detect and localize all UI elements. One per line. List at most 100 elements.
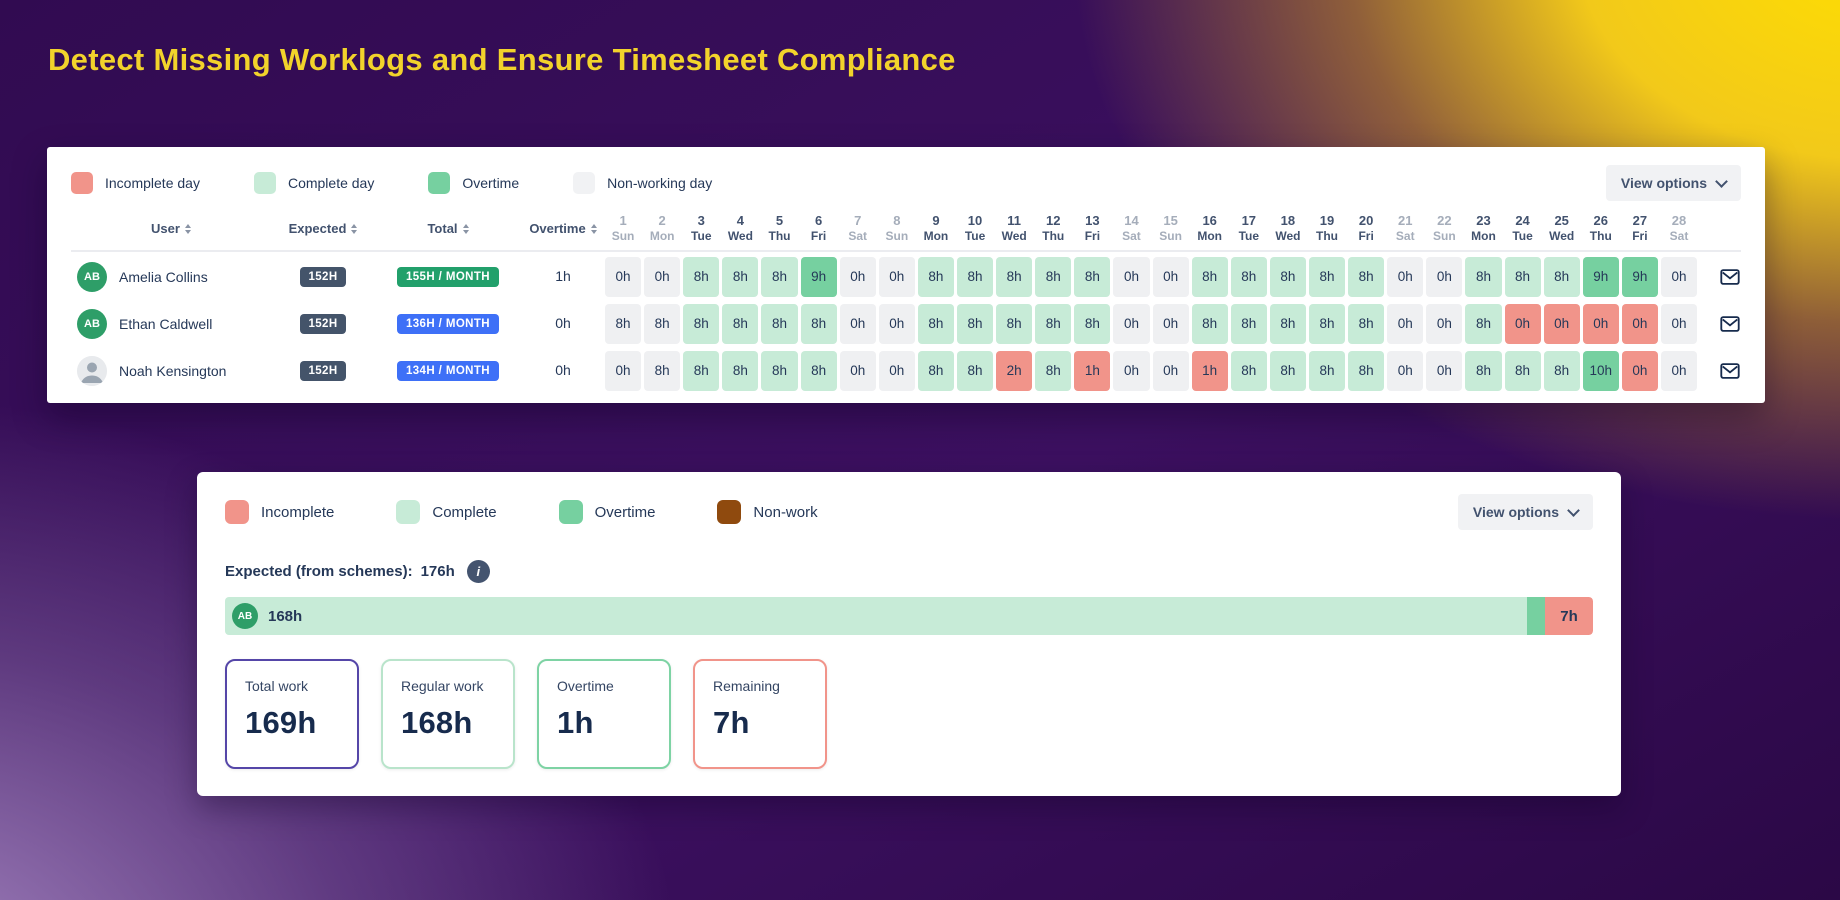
- day-cell[interactable]: 8h: [722, 303, 759, 344]
- stat-card[interactable]: Total work 169h: [225, 659, 359, 769]
- day-cell[interactable]: 8h: [1308, 256, 1346, 297]
- column-header-expected[interactable]: Expected: [271, 221, 375, 236]
- day-cell[interactable]: 8h: [761, 256, 798, 297]
- day-cell[interactable]: 8h: [956, 256, 994, 297]
- day-cell[interactable]: 0h: [1543, 303, 1580, 344]
- info-icon[interactable]: i: [466, 560, 490, 583]
- day-cell[interactable]: 8h: [1348, 303, 1385, 344]
- day-cell[interactable]: 8h: [956, 350, 994, 391]
- day-cell[interactable]: 9h: [1621, 256, 1658, 297]
- day-cell[interactable]: 8h: [722, 256, 759, 297]
- day-cell[interactable]: 8h: [800, 303, 837, 344]
- day-cell[interactable]: 0h: [1387, 350, 1424, 391]
- day-cell[interactable]: 8h: [996, 303, 1033, 344]
- day-cell[interactable]: 8h: [1504, 256, 1541, 297]
- column-header-overtime[interactable]: Overtime: [521, 221, 605, 236]
- day-cell[interactable]: 8h: [1543, 256, 1580, 297]
- day-cell[interactable]: 0h: [839, 303, 876, 344]
- day-cell[interactable]: 8h: [1230, 350, 1267, 391]
- day-cell[interactable]: 10h: [1582, 350, 1619, 391]
- day-cell[interactable]: 8h: [1191, 303, 1228, 344]
- day-cell[interactable]: 0h: [1113, 256, 1150, 297]
- day-cell[interactable]: 0h: [878, 256, 915, 297]
- day-cell[interactable]: 8h: [1035, 350, 1072, 391]
- day-cell[interactable]: 0h: [605, 256, 642, 297]
- day-cell[interactable]: 8h: [1230, 256, 1267, 297]
- day-cell[interactable]: 8h: [1504, 350, 1541, 391]
- progress-regular-segment[interactable]: AB 168h: [225, 597, 1528, 635]
- day-cell[interactable]: 8h: [800, 350, 837, 391]
- day-cell[interactable]: 8h: [1035, 303, 1072, 344]
- day-cell[interactable]: 0h: [644, 256, 681, 297]
- day-cell[interactable]: 0h: [1582, 303, 1619, 344]
- day-cell[interactable]: 1h: [1191, 350, 1228, 391]
- day-cell[interactable]: 8h: [1074, 303, 1111, 344]
- day-cell[interactable]: 2h: [996, 350, 1033, 391]
- day-cell[interactable]: 8h: [1035, 256, 1072, 297]
- day-cell[interactable]: 8h: [917, 350, 954, 391]
- day-cell[interactable]: 8h: [605, 303, 642, 344]
- day-cell[interactable]: 0h: [1152, 256, 1189, 297]
- view-options-button[interactable]: View options: [1457, 494, 1593, 530]
- day-cell[interactable]: 0h: [1621, 350, 1658, 391]
- day-cell[interactable]: 0h: [1152, 303, 1189, 344]
- day-cell[interactable]: 8h: [683, 350, 720, 391]
- mail-cell[interactable]: [1697, 360, 1741, 382]
- day-cell[interactable]: 8h: [1308, 303, 1346, 344]
- day-cell[interactable]: 9h: [1582, 256, 1619, 297]
- day-cell[interactable]: 0h: [1660, 256, 1698, 297]
- day-cell[interactable]: 8h: [722, 350, 759, 391]
- view-options-button[interactable]: View options: [1605, 165, 1741, 201]
- day-cell[interactable]: 8h: [644, 303, 681, 344]
- stat-card[interactable]: Overtime 1h: [537, 659, 671, 769]
- day-cell[interactable]: 0h: [1660, 303, 1698, 344]
- day-cell[interactable]: 0h: [605, 350, 642, 391]
- stat-card[interactable]: Remaining 7h: [693, 659, 827, 769]
- day-cell[interactable]: 0h: [1113, 303, 1150, 344]
- day-cell[interactable]: 8h: [1230, 303, 1267, 344]
- day-cell[interactable]: 0h: [1426, 303, 1463, 344]
- day-cell[interactable]: 8h: [1465, 350, 1502, 391]
- day-cell[interactable]: 8h: [956, 303, 994, 344]
- day-cell[interactable]: 0h: [839, 256, 876, 297]
- day-cell[interactable]: 0h: [1387, 256, 1424, 297]
- day-cell[interactable]: 8h: [683, 256, 720, 297]
- day-cell[interactable]: 0h: [878, 350, 915, 391]
- day-cell[interactable]: 0h: [1660, 350, 1698, 391]
- day-cell[interactable]: 0h: [1504, 303, 1541, 344]
- day-cell[interactable]: 0h: [1621, 303, 1658, 344]
- day-cell[interactable]: 0h: [1113, 350, 1150, 391]
- day-cell[interactable]: 1h: [1074, 350, 1111, 391]
- day-cell[interactable]: 8h: [1543, 350, 1580, 391]
- day-cell[interactable]: 8h: [1191, 256, 1228, 297]
- day-cell[interactable]: 8h: [917, 303, 954, 344]
- column-header-user[interactable]: User: [71, 221, 271, 236]
- day-cell[interactable]: 8h: [761, 303, 798, 344]
- column-header-total[interactable]: Total: [375, 221, 521, 236]
- day-cell[interactable]: 8h: [1308, 350, 1346, 391]
- day-cell[interactable]: 8h: [1465, 303, 1502, 344]
- stat-card[interactable]: Regular work 168h: [381, 659, 515, 769]
- progress-overtime-segment[interactable]: [1527, 597, 1546, 635]
- day-cell[interactable]: 8h: [996, 256, 1033, 297]
- mail-cell[interactable]: [1697, 313, 1741, 335]
- day-cell[interactable]: 8h: [1465, 256, 1502, 297]
- day-cell[interactable]: 0h: [1387, 303, 1424, 344]
- day-cell[interactable]: 0h: [878, 303, 915, 344]
- day-cell[interactable]: 0h: [839, 350, 876, 391]
- day-cell[interactable]: 0h: [1152, 350, 1189, 391]
- day-cell[interactable]: 8h: [761, 350, 798, 391]
- mail-cell[interactable]: [1697, 266, 1741, 288]
- progress-remaining-segment[interactable]: 7h: [1545, 597, 1593, 635]
- day-cell[interactable]: 8h: [1269, 303, 1306, 344]
- day-cell[interactable]: 8h: [917, 256, 954, 297]
- day-cell[interactable]: 8h: [644, 350, 681, 391]
- day-cell[interactable]: 8h: [1348, 350, 1385, 391]
- day-cell[interactable]: 9h: [800, 256, 837, 297]
- day-cell[interactable]: 8h: [1348, 256, 1385, 297]
- day-cell[interactable]: 0h: [1426, 350, 1463, 391]
- day-cell[interactable]: 0h: [1426, 256, 1463, 297]
- day-cell[interactable]: 8h: [1269, 256, 1306, 297]
- day-cell[interactable]: 8h: [1269, 350, 1306, 391]
- day-cell[interactable]: 8h: [683, 303, 720, 344]
